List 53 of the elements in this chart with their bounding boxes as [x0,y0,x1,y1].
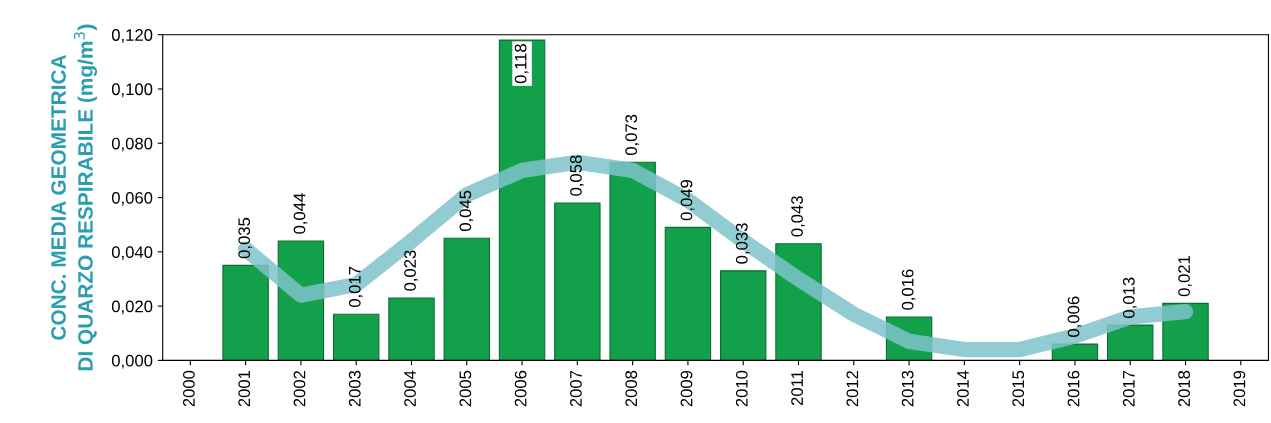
x-tick-label: 2017 [1122,370,1135,407]
bar [554,202,601,361]
x-tick-label: 2018 [1178,370,1190,407]
x-tick-label: 2010 [735,370,748,407]
bar [1107,324,1154,361]
bar [664,226,712,361]
y-axis-title: CONC. MEDIA GEOMETRICA DI QUARZO RESPIRABILE (mg/m$^{3}$) [51,24,98,371]
data-label: 0,058 [570,155,584,196]
bar [498,39,546,361]
bar [332,313,380,361]
data-label: 0,043 [791,196,805,237]
x-tick-label: 2004 [404,370,416,407]
data-label: 0,045 [459,190,474,232]
data-label: 0,035 [238,217,253,259]
x-tick-label: 2007 [570,370,582,407]
x-tick-label: 2016 [1067,370,1080,407]
x-tick-label: 2003 [348,370,361,407]
bar [609,161,656,361]
x-tick-label: 2011 [791,370,803,406]
x-tick-label: 2009 [680,370,693,407]
y-tick-label: 0,080 [111,137,153,152]
x-tick-label: 2006 [514,370,527,407]
bar [222,264,269,361]
x-tick-label: 2008 [625,370,638,407]
y-tick-label: 0,040 [111,246,153,260]
data-label: 0,017 [348,266,363,308]
data-label: 0,049 [680,179,695,221]
x-tick-label: 2000 [183,370,195,407]
bar [443,237,490,361]
data-label: 0,118 [514,44,529,84]
data-label: 0,044 [293,193,308,234]
y-tick-label: 0,120 [111,29,153,43]
bar [388,297,435,361]
x-tick-label: 2019 [1233,370,1246,407]
x-tick-label: 2015 [1012,370,1025,407]
data-label: 0,013 [1122,277,1137,318]
x-tick-label: 2005 [459,370,472,407]
data-label: 0,021 [1178,255,1192,297]
data-label: 0,023 [404,250,418,291]
data-label: 0,016 [901,269,916,310]
data-label: 0,006 [1067,296,1082,337]
x-tick-label: 2013 [901,370,914,407]
data-label: 0,073 [625,114,640,156]
bar [719,270,767,361]
data-label: 0,033 [735,223,750,264]
x-tick-label: 2001 [238,370,251,407]
x-tick-label: 2014 [957,370,969,407]
y-tick-label: 0,000 [111,354,153,369]
y-tick-label: 0,060 [111,191,153,206]
y-tick-label: 0,020 [111,300,153,315]
x-tick-label: 2002 [293,370,306,407]
y-tick-label: 0,100 [111,83,153,98]
x-tick-label: 2012 [846,370,859,407]
